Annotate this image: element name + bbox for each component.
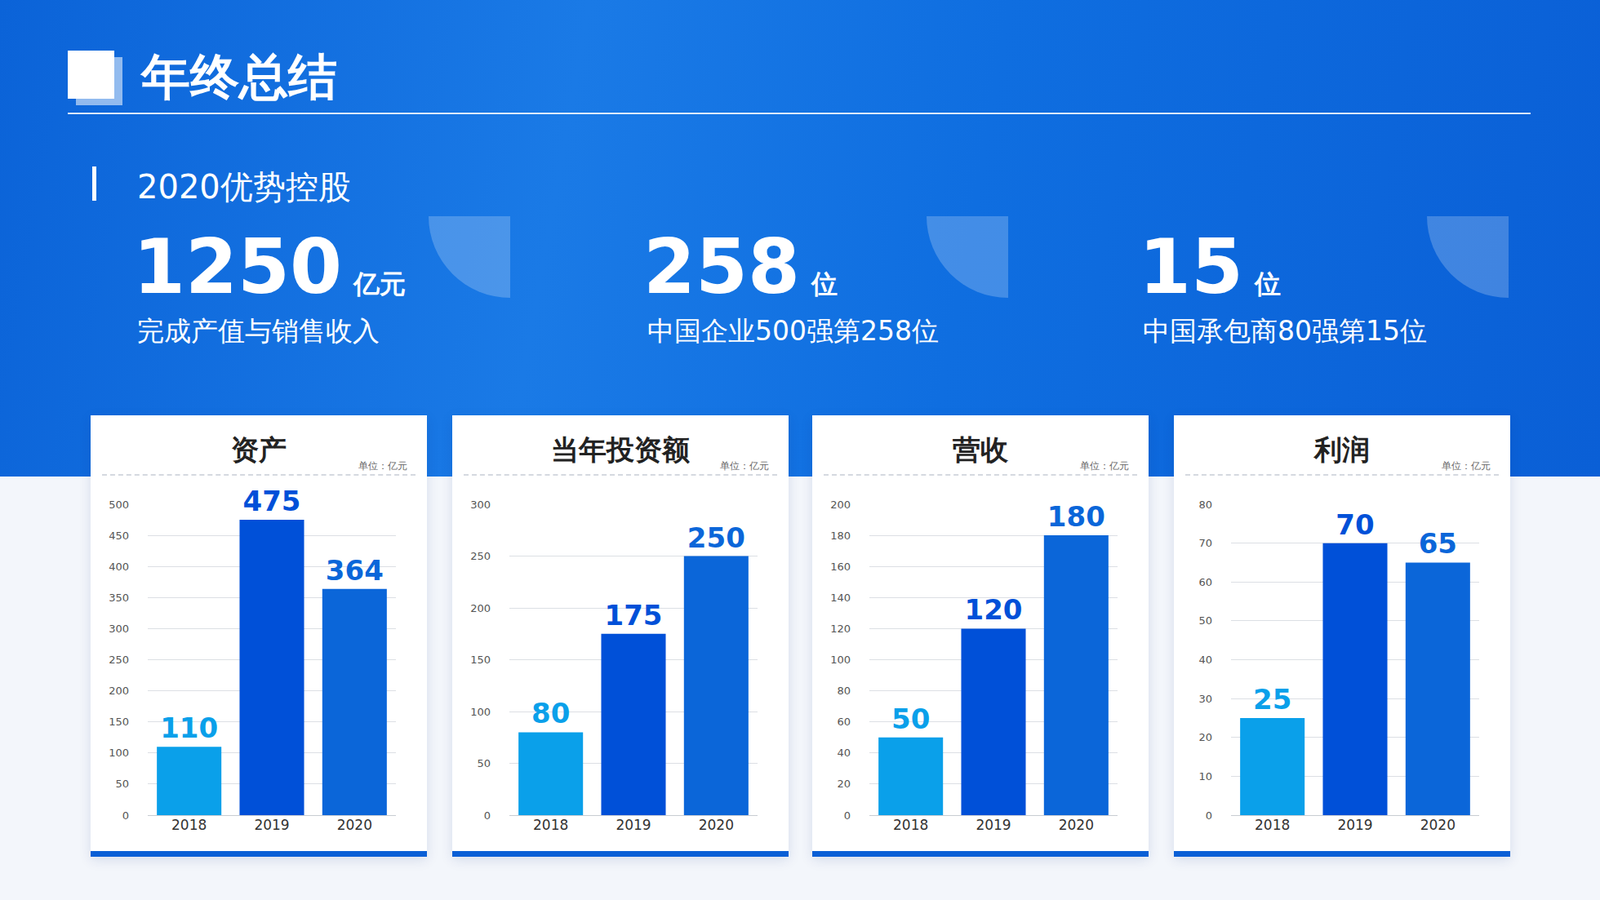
html-text:利润: 利润 — [1314, 433, 1370, 467]
svg-text:65: 65 — [1418, 527, 1458, 560]
html-text:单位：亿元: 单位：亿元 — [1441, 460, 1491, 472]
html-text:单位：亿元: 单位：亿元 — [358, 460, 408, 472]
svg-text:175: 175 — [604, 599, 663, 632]
svg-text:70: 70 — [1335, 508, 1374, 542]
html-text:中国承包商80强第15位: 中国承包商80强第15位 — [1142, 315, 1427, 347]
svg-text:400: 400 — [108, 560, 129, 574]
svg-text:2020: 2020 — [1058, 817, 1094, 834]
svg-text:2019: 2019 — [975, 817, 1011, 834]
svg-text:2020: 2020 — [1420, 817, 1456, 834]
svg-text:60: 60 — [1198, 576, 1213, 589]
svg-text:0: 0 — [844, 809, 851, 823]
svg-text:200: 200 — [830, 498, 851, 512]
svg-text:110: 110 — [160, 711, 218, 745]
svg-text:100: 100 — [108, 746, 129, 760]
svg-text:40: 40 — [836, 746, 851, 760]
html-text:位: 位 — [1254, 268, 1281, 300]
svg-text:30: 30 — [1198, 693, 1213, 706]
html-text:年终总结: 年终总结 — [141, 48, 338, 106]
svg-text:180: 180 — [830, 529, 851, 543]
svg-text:80: 80 — [1198, 498, 1213, 512]
svg-text:250: 250 — [108, 653, 129, 667]
svg-text:100: 100 — [470, 706, 491, 719]
html-text:亿元: 亿元 — [353, 268, 406, 300]
html-text:258: 258 — [643, 223, 800, 312]
svg-text:50: 50 — [1198, 614, 1213, 627]
svg-text:180: 180 — [1047, 500, 1106, 534]
svg-text:250: 250 — [687, 521, 746, 555]
svg-text:2018: 2018 — [893, 817, 929, 834]
svg-text:50: 50 — [476, 757, 491, 770]
svg-text:2020: 2020 — [698, 817, 734, 834]
svg-text:100: 100 — [830, 653, 851, 667]
svg-text:0: 0 — [1205, 809, 1213, 823]
html-text:单位：亿元: 单位：亿元 — [1080, 460, 1129, 472]
html-text:当年投资额: 当年投资额 — [551, 433, 690, 467]
svg-text:2019: 2019 — [615, 817, 651, 834]
svg-text:150: 150 — [470, 653, 491, 667]
html-text:资产: 资产 — [231, 433, 287, 467]
svg-text:0: 0 — [484, 809, 491, 823]
svg-text:20: 20 — [836, 777, 851, 791]
svg-text:40: 40 — [1198, 653, 1213, 667]
svg-text:300: 300 — [470, 498, 491, 512]
svg-text:140: 140 — [830, 591, 851, 605]
html-text:位: 位 — [811, 268, 838, 300]
svg-text:70: 70 — [1198, 537, 1213, 550]
svg-text:50: 50 — [891, 702, 930, 736]
svg-text:300: 300 — [108, 622, 129, 636]
html-text:2020优势控股: 2020优势控股 — [137, 168, 351, 206]
html-text:1250: 1250 — [133, 223, 343, 312]
svg-text:500: 500 — [108, 498, 129, 512]
html-text:完成产值与销售收入: 完成产值与销售收入 — [137, 315, 380, 347]
svg-text:25: 25 — [1253, 683, 1292, 716]
svg-text:350: 350 — [108, 591, 129, 605]
svg-text:80: 80 — [531, 697, 570, 730]
svg-text:200: 200 — [108, 684, 129, 698]
svg-text:120: 120 — [830, 622, 851, 636]
svg-text:50: 50 — [115, 777, 129, 791]
svg-text:475: 475 — [243, 484, 302, 518]
svg-text:150: 150 — [108, 715, 129, 729]
svg-text:200: 200 — [470, 602, 491, 615]
svg-text:2019: 2019 — [1337, 817, 1373, 834]
svg-text:2018: 2018 — [1254, 817, 1290, 834]
svg-text:80: 80 — [836, 684, 851, 698]
svg-text:120: 120 — [964, 593, 1023, 627]
html-text:营收: 营收 — [952, 433, 1009, 467]
svg-text:364: 364 — [325, 554, 384, 587]
html-text:15: 15 — [1138, 223, 1244, 312]
html-text:单位：亿元: 单位：亿元 — [720, 460, 769, 472]
svg-text:160: 160 — [830, 560, 851, 574]
svg-text:60: 60 — [836, 715, 851, 729]
svg-text:20: 20 — [1198, 731, 1213, 744]
html-text:中国企业500强第258位: 中国企业500强第258位 — [647, 315, 939, 347]
svg-text:450: 450 — [108, 529, 129, 543]
svg-text:250: 250 — [470, 550, 491, 563]
svg-text:2020: 2020 — [337, 817, 373, 834]
svg-text:2018: 2018 — [533, 817, 569, 834]
svg-text:0: 0 — [122, 809, 129, 823]
svg-text:2019: 2019 — [253, 817, 289, 834]
svg-text:2018: 2018 — [171, 817, 207, 834]
svg-text:10: 10 — [1198, 770, 1213, 783]
